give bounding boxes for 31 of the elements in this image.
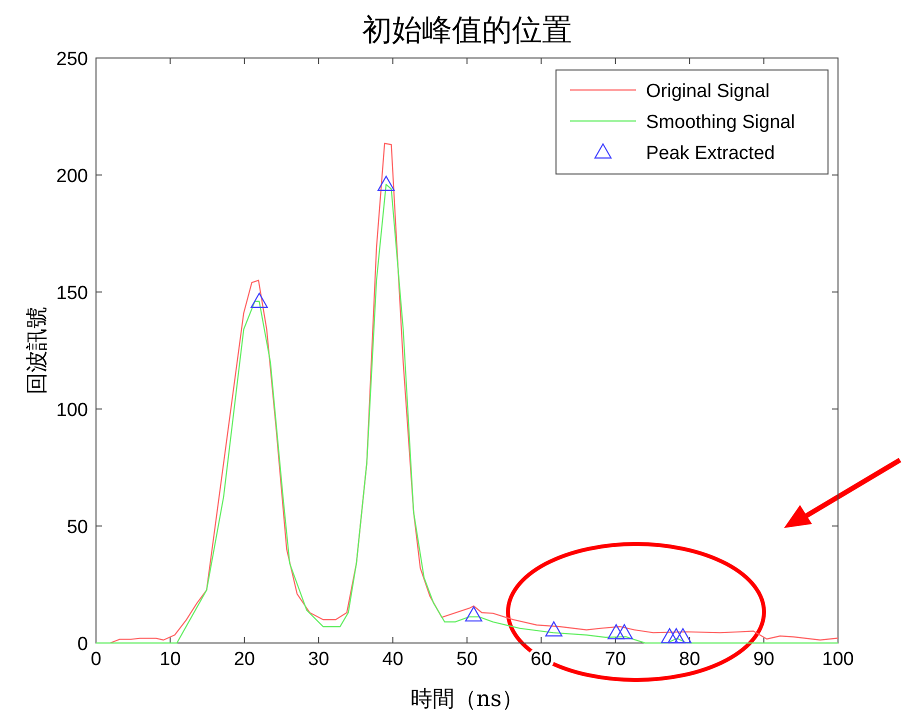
y-tick-label: 100 [56, 400, 88, 421]
legend-label: Smoothing Signal [646, 112, 795, 133]
point [465, 606, 482, 622]
y-tick-label: 150 [56, 283, 88, 304]
y-tick-label: 250 [56, 49, 88, 70]
x-tick-label: 40 [382, 649, 404, 670]
x-tick-label: 50 [456, 649, 478, 670]
x-tick-label: 70 [604, 649, 626, 670]
chart-title: 初始峰值的位置 [362, 13, 572, 48]
point [668, 628, 685, 644]
legend-label: Original Signal [646, 81, 770, 102]
x-tick-label: 90 [753, 649, 774, 670]
point [608, 624, 625, 640]
x-tick-label: 20 [234, 649, 255, 670]
y-tick-label: 200 [56, 166, 88, 187]
legend-label: Peak Extracted [646, 143, 775, 164]
point [378, 176, 395, 191]
x-tick-label: 0 [90, 649, 102, 670]
x-axis-title: 時間（ns） [410, 687, 524, 712]
point [616, 624, 633, 640]
x-tick-label: 80 [679, 649, 700, 670]
y-tick-label: 0 [77, 634, 88, 655]
x-tick-label: 30 [308, 649, 330, 670]
point [545, 621, 562, 636]
x-tick-label: 100 [822, 649, 854, 670]
y-tick-label: 50 [66, 517, 88, 538]
x-tick-label: 10 [160, 649, 181, 670]
point [250, 292, 268, 308]
y-axis-title: 回波訊號 [25, 306, 50, 394]
point [674, 628, 692, 644]
point [660, 628, 678, 644]
